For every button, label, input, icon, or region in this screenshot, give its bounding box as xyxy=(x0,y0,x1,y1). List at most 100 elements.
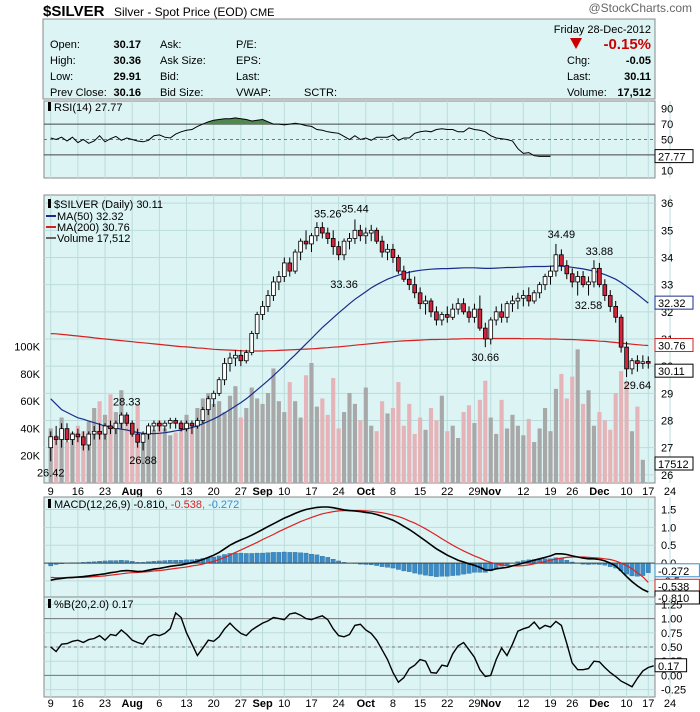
volume-bar xyxy=(466,405,472,483)
quote-label: EPS: xyxy=(236,55,261,67)
candle-body xyxy=(97,430,102,435)
volume-bar xyxy=(640,459,645,483)
volume-bar xyxy=(287,382,292,483)
volume-bar xyxy=(255,398,260,483)
volume-bar xyxy=(336,428,341,483)
macd-histogram-bar xyxy=(271,552,276,564)
candle-body xyxy=(298,240,303,253)
volume-bar xyxy=(423,429,428,483)
volume-bar xyxy=(271,368,276,483)
volume-bar xyxy=(608,429,613,483)
candle-body xyxy=(81,436,86,446)
volume-bar xyxy=(211,403,216,483)
quote-label: Chg: xyxy=(567,55,590,67)
volume-bar xyxy=(548,431,553,483)
rsi-tick: 10 xyxy=(661,165,673,177)
volume-bar xyxy=(276,401,281,483)
time-axis-label-bottom: 10 xyxy=(278,698,290,710)
ma200-last-value-box xyxy=(654,338,694,353)
volume-bar xyxy=(113,412,118,483)
volume-bar xyxy=(108,394,113,483)
ma200-line xyxy=(50,333,649,352)
quote-value: 29.91 xyxy=(113,71,141,83)
volume-bar xyxy=(293,401,298,483)
candle-body xyxy=(167,420,173,424)
volume-bar xyxy=(141,433,146,483)
candle-body xyxy=(358,229,363,237)
candle-body xyxy=(607,295,613,307)
candle-body xyxy=(521,295,526,299)
volume-bar xyxy=(233,386,238,483)
macd-histogram-bar xyxy=(325,557,331,564)
volume-bar xyxy=(488,417,493,483)
price-annotation: 35.26 xyxy=(314,208,342,220)
macd-histogram-bar xyxy=(450,562,456,576)
macd-histogram-bar xyxy=(281,551,287,564)
volume-bar xyxy=(342,412,347,483)
candle-body xyxy=(135,433,140,443)
candle-body xyxy=(320,227,325,234)
time-axis-label-bottom: 24 xyxy=(333,698,345,710)
rsi-tick: 90 xyxy=(661,104,673,116)
volume-bar xyxy=(629,431,635,483)
time-axis-label: 17 xyxy=(642,486,654,498)
quote-value: 17,512 xyxy=(617,87,651,99)
time-axis-label-bottom: 10 xyxy=(620,698,632,710)
volume-bar xyxy=(59,417,64,483)
volume-bar xyxy=(331,378,336,483)
volume-bar xyxy=(407,403,412,483)
legend-entry: MA(50) 32.32 xyxy=(57,211,124,223)
time-axis-label-bottom: 19 xyxy=(544,698,556,710)
price-tick: 28 xyxy=(661,416,673,428)
candle-body xyxy=(390,248,396,258)
volume-bar xyxy=(537,428,542,483)
volume-tick: 80K xyxy=(20,369,40,381)
volume-bar xyxy=(418,417,423,483)
volume-bar xyxy=(86,421,91,483)
volume-bar xyxy=(591,425,597,483)
time-axis-label-bottom: 23 xyxy=(99,698,111,710)
candle-body xyxy=(466,311,472,318)
candle-body xyxy=(64,428,70,440)
candle-body xyxy=(515,297,521,302)
price-annotation: 33.36 xyxy=(330,279,358,291)
quote-label: Open: xyxy=(50,39,80,51)
volume-bar xyxy=(532,442,537,483)
candle-body xyxy=(434,311,439,321)
volume-bar xyxy=(217,401,222,483)
candle-body xyxy=(53,436,59,440)
quote-value: 30.11 xyxy=(624,71,651,83)
symbol-description: Silver - Spot Price (EOD) xyxy=(114,5,247,19)
time-axis-label-bottom: 15 xyxy=(414,698,426,710)
rsi-tick: 50 xyxy=(661,135,673,147)
volume-bar xyxy=(97,401,102,483)
quote-label: P/E: xyxy=(236,39,257,51)
macd-title-histogram: , -0.272 xyxy=(202,499,239,511)
candle-body xyxy=(406,278,412,286)
time-axis-label: 16 xyxy=(72,486,84,498)
time-axis-label-bottom: 16 xyxy=(72,698,84,710)
candle-body xyxy=(86,433,92,446)
candle-body xyxy=(580,276,586,286)
volume-bar xyxy=(222,412,227,483)
quote-label: Low: xyxy=(50,71,73,83)
candle-body xyxy=(75,433,81,438)
candle-body xyxy=(222,363,227,381)
percent-b-tick: 1.00 xyxy=(661,614,682,626)
rsi-line xyxy=(50,117,551,157)
candle-body xyxy=(504,303,510,318)
volume-bar xyxy=(157,420,162,483)
volume-bar xyxy=(179,421,184,483)
volume-bar xyxy=(499,399,504,483)
time-axis-label: 27 xyxy=(235,486,247,498)
volume-bar xyxy=(325,414,330,483)
volume-bar xyxy=(461,412,466,483)
macd-histogram-bar xyxy=(444,562,450,577)
macd-histogram-bar xyxy=(243,553,249,564)
candle-body xyxy=(488,319,494,340)
volume-bar xyxy=(173,432,178,483)
time-axis-label-bottom: Nov xyxy=(480,698,502,710)
macd-legend-swatch xyxy=(48,499,51,508)
volume-bar xyxy=(54,435,59,483)
quote-value: 30.17 xyxy=(113,39,141,51)
